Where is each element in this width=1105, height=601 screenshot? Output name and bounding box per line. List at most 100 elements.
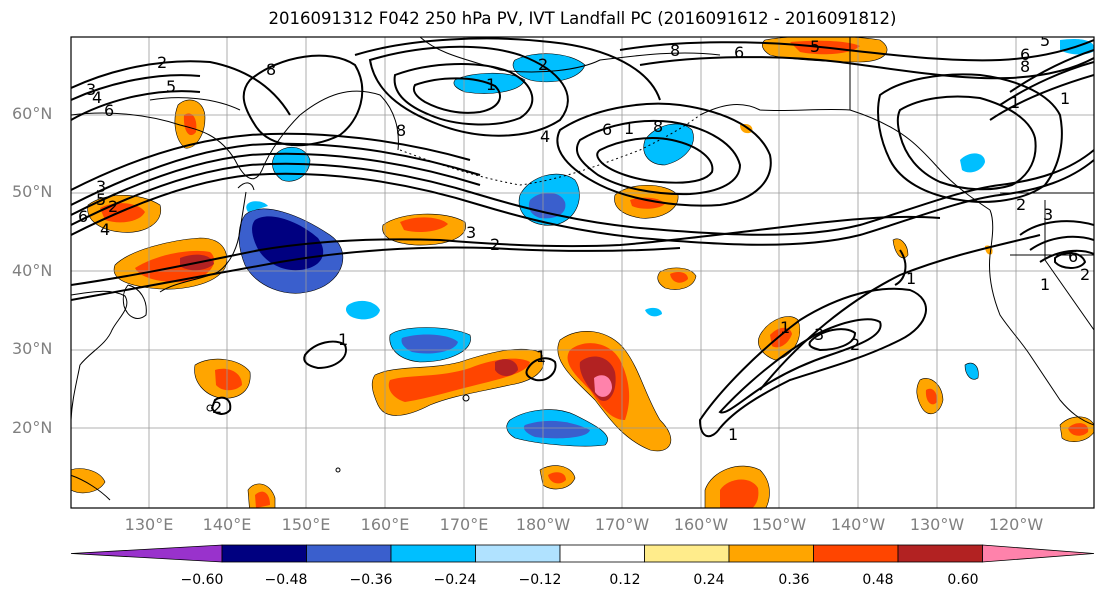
lon-label: 140°E [202, 515, 252, 534]
contour-label: 4 [540, 127, 550, 146]
anomaly-blob-positive [892, 238, 909, 259]
contour-label: 1 [780, 318, 790, 337]
contour-label: 4 [92, 88, 102, 107]
colorbar-tick-label: −0.24 [433, 572, 477, 588]
anomaly-blob-positive [255, 491, 270, 508]
contour-label: 6 [602, 120, 612, 139]
contour-label: 2 [212, 398, 222, 417]
contour-label: 6 [1020, 45, 1030, 64]
contour-label: 2 [1080, 265, 1090, 284]
lon-label: 130°E [124, 515, 174, 534]
contour-label: 3 [86, 80, 96, 99]
anomaly-blob-negative [528, 192, 566, 219]
anomaly-blob-positive [1068, 423, 1089, 436]
shaded-anomalies [71, 37, 1094, 508]
contour-label: 8 [653, 117, 663, 136]
colorbar-tick-label: −0.60 [180, 572, 224, 588]
ivt-contours [71, 37, 1094, 438]
colorbar-tick-label: 0.60 [947, 572, 979, 588]
anomaly-blob-negative [523, 420, 590, 439]
contour-label: 1 [728, 425, 738, 444]
coastline-korea [122, 284, 147, 319]
anomaly-blob-negative [345, 300, 380, 320]
contour-label: 4 [100, 220, 110, 239]
colorbar-tick-label: 0.48 [862, 572, 894, 588]
anomaly-blob-positive [925, 388, 938, 405]
lon-label: 160°W [673, 515, 729, 534]
contour-label: 3 [1043, 205, 1053, 224]
colorbar-tick-label: 0.36 [778, 572, 810, 588]
map-frame [70, 36, 1095, 509]
anomaly-blob-negative [401, 334, 458, 354]
lat-label: 60°N [12, 104, 53, 123]
contour-label: 1 [624, 119, 634, 138]
anomaly-blob-positive [183, 113, 197, 136]
lat-label: 40°N [12, 261, 53, 280]
lon-label: 180°W [515, 515, 571, 534]
contour-labels: 2 3 4 5 6 8 2 3 4 5 6 8 1 2 4 6 8 1 3 2 … [78, 31, 1090, 444]
contour-label: 5 [810, 37, 820, 56]
lat-label: 50°N [12, 182, 53, 201]
anomaly-blob-positive [770, 327, 792, 348]
anomaly-blob-positive [388, 358, 530, 402]
contour-label: 2 [490, 235, 500, 254]
contour-label: 1 [338, 330, 348, 349]
contour-label: 8 [670, 41, 680, 60]
contour-label: 6 [104, 101, 114, 120]
lon-label: 160°E [360, 515, 410, 534]
colorbar-segment [897, 544, 983, 563]
lon-label: 150°E [281, 515, 331, 534]
coastline-asia [71, 290, 128, 421]
contour-label: 6 [1068, 247, 1078, 266]
colorbar-tick-label: −0.48 [264, 572, 308, 588]
contour-label: 1 [1040, 275, 1050, 294]
colorbar-segment [390, 544, 476, 563]
colorbar-segment [559, 544, 645, 563]
contour-label: 2 [157, 53, 167, 72]
colorbar-tick-label: 0.12 [609, 572, 641, 588]
lat-label: 20°N [12, 418, 53, 437]
colorbar-segment [728, 544, 814, 563]
contour-label: 5 [166, 77, 176, 96]
anomaly-blob-negative [246, 201, 268, 212]
coastline-kamchatka [71, 90, 399, 180]
colorbar-segment [813, 544, 899, 563]
colorbar-segment [475, 544, 561, 563]
contour-label: 6 [78, 207, 88, 226]
contour-label: 8 [1020, 57, 1030, 76]
contour-label: 2 [538, 55, 548, 74]
lon-label: 150°W [751, 515, 807, 534]
colorbar-segment [306, 544, 392, 563]
contour-label: 1 [486, 75, 496, 94]
anomaly-blob-positive [720, 479, 759, 508]
anomaly-blob-positive [71, 468, 106, 494]
colorbar-extend-max [982, 544, 1095, 563]
contour-label: 3 [814, 325, 824, 344]
anomaly-blob-positive [630, 197, 665, 209]
anomaly-blob-positive [100, 203, 145, 223]
anomaly-blob-negative [643, 123, 694, 166]
lon-label: 120°W [988, 515, 1044, 534]
contour-label: 1 [536, 347, 546, 366]
contour-label: 6 [734, 43, 744, 62]
contour-label: 8 [396, 121, 406, 140]
lon-label: 170°W [594, 515, 650, 534]
contour-label: 8 [266, 60, 276, 79]
contour-label: 1 [1010, 93, 1020, 112]
contour-label: 1 [1060, 89, 1070, 108]
anomaly-blob-negative [964, 362, 979, 380]
colorbar-tick-label: −0.12 [518, 572, 562, 588]
contour-label: 3 [96, 177, 106, 196]
map-title: 2016091312 F042 250 hPa PV, IVT Landfall… [268, 9, 897, 28]
colorbar-tick-label: −0.36 [349, 572, 393, 588]
colorbar-segment [644, 544, 730, 563]
coastline-ochotsk [149, 97, 241, 111]
coastline-north-america [989, 209, 1094, 426]
anomaly-blob-positive [594, 375, 612, 397]
anomaly-blob-positive [740, 123, 753, 134]
contour-label: 2 [1016, 195, 1026, 214]
contour-label: 5 [1040, 31, 1050, 50]
anomaly-blob-positive [548, 472, 566, 484]
anomaly-blob-negative [960, 153, 985, 173]
